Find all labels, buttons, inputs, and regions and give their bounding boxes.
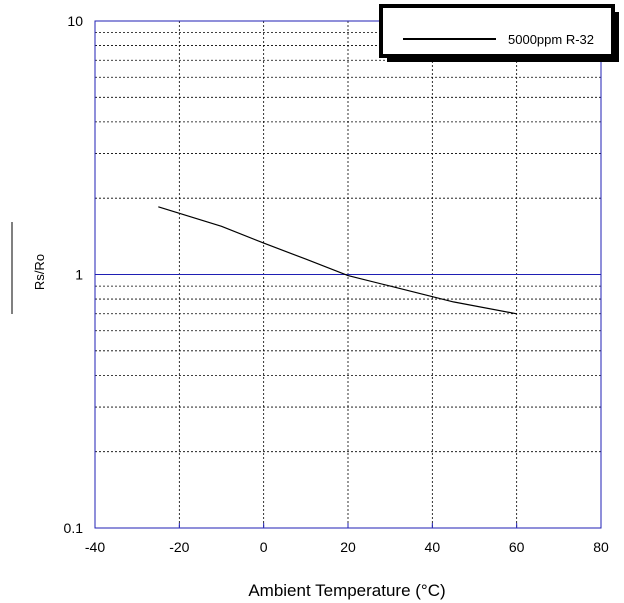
legend: 5000ppm R-32	[379, 4, 619, 62]
x-tick-label: 80	[593, 539, 609, 555]
x-tick-label: -20	[169, 539, 189, 555]
y-axis-label: Rs/Ro	[32, 254, 47, 290]
x-axis-label: Ambient Temperature (°C)	[248, 581, 445, 600]
y-tick-label: 10	[67, 13, 83, 29]
x-tick-label: 20	[340, 539, 356, 555]
y-tick-label: 0.1	[64, 520, 84, 536]
x-tick-label: 0	[260, 539, 268, 555]
y-tick-label: 1	[75, 267, 83, 283]
legend-label: 5000ppm R-32	[508, 32, 594, 47]
x-tick-label: 40	[425, 539, 441, 555]
axis-ticks: -40 -20 0 20 40 60 80 0.1 1 10	[64, 13, 609, 555]
x-tick-label: 60	[509, 539, 525, 555]
grid	[95, 21, 601, 528]
series-layer	[158, 206, 517, 315]
series-line	[158, 206, 517, 315]
legend-box	[379, 4, 615, 58]
x-tick-label: -40	[85, 539, 105, 555]
